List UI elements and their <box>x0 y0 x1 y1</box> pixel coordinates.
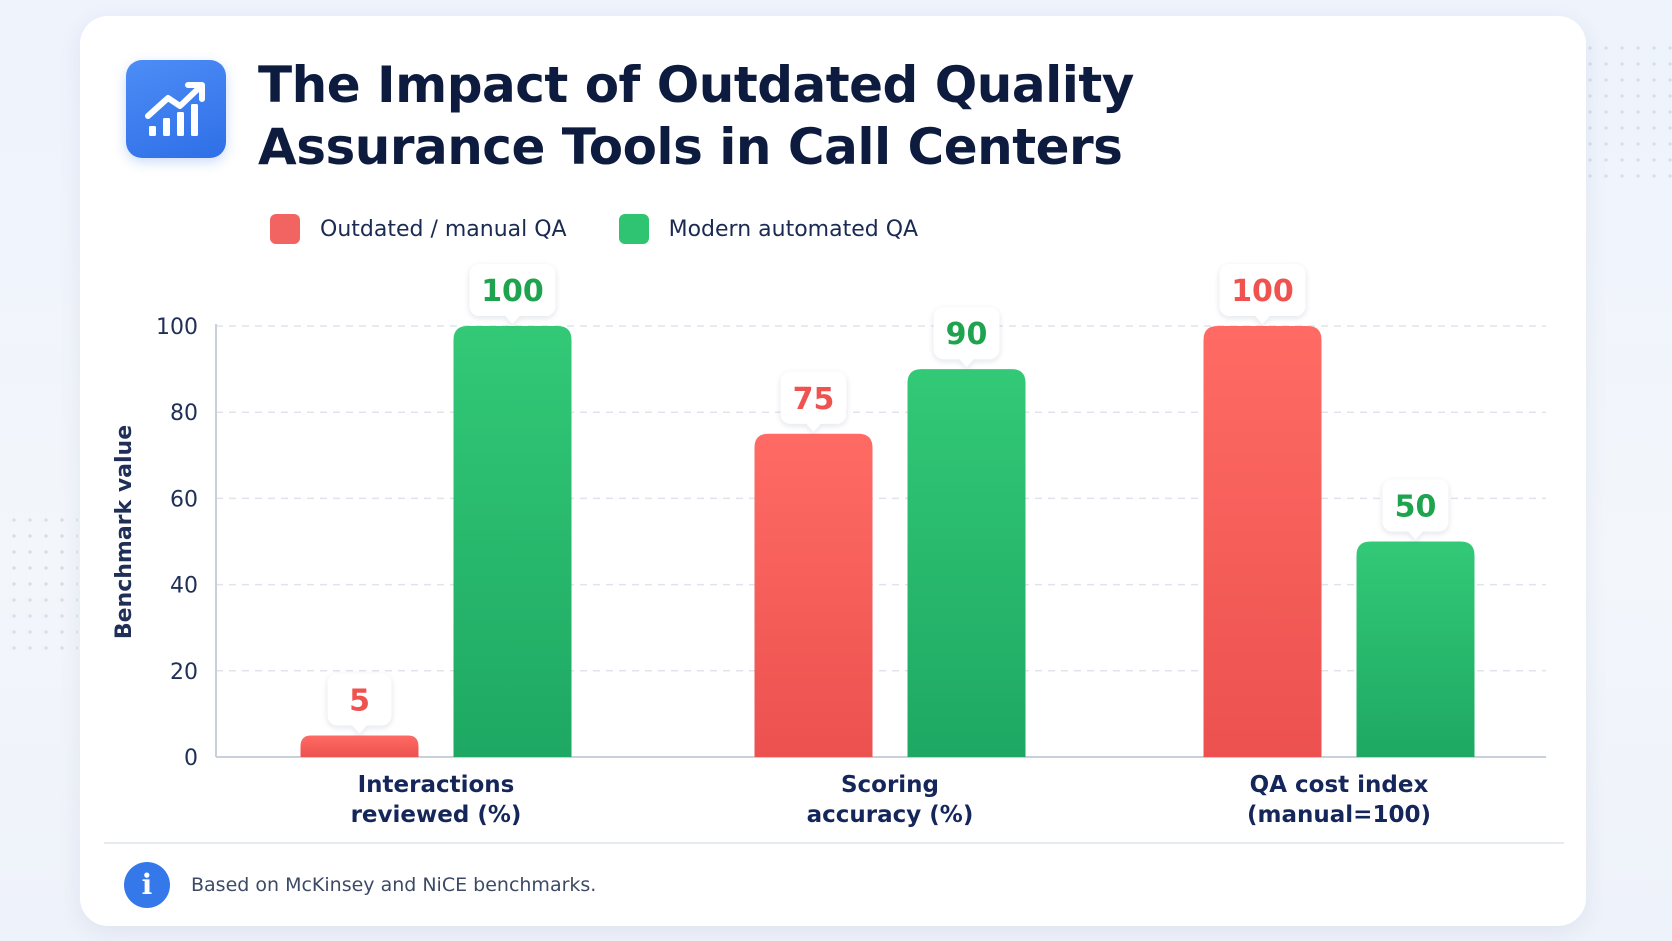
y-tick-label: 40 <box>170 574 198 599</box>
chart-legend: Outdated / manual QA Modern automated QA <box>270 214 970 244</box>
bar-modern <box>453 326 572 757</box>
data-label-callout <box>327 673 392 734</box>
decorative-dots-top-right <box>1582 40 1672 190</box>
decorative-dots-left <box>6 512 78 662</box>
bar-outdated <box>754 433 873 757</box>
legend-label-outdated: Outdated / manual QA <box>320 216 567 242</box>
x-category-label: QA cost index <box>1250 772 1429 798</box>
source-footnote: Based on McKinsey and NiCE benchmarks. <box>191 874 597 896</box>
data-label-callout <box>933 307 1000 368</box>
data-label-pointer <box>958 358 975 368</box>
data-label-pointer <box>805 422 822 432</box>
legend-item-modern: Modern automated QA <box>618 214 919 244</box>
x-category-label: Interactions <box>358 772 515 798</box>
data-label-bg <box>1219 264 1306 316</box>
x-category-label: (manual=100) <box>1247 802 1431 828</box>
chart-title: The Impact of Outdated Quality Assurance… <box>258 54 1134 178</box>
x-category-label: accuracy (%) <box>807 802 974 828</box>
data-label-pointer <box>504 315 521 324</box>
data-label-bg <box>1382 479 1449 532</box>
data-label: 100 <box>1231 274 1294 309</box>
y-tick-label: 20 <box>170 660 198 685</box>
data-label-bg <box>469 264 556 316</box>
chart-card: The Impact of Outdated Quality Assurance… <box>80 16 1586 926</box>
chart-title-line-2: Assurance Tools in Call Centers <box>258 118 1123 176</box>
chart-title-line-1: The Impact of Outdated Quality <box>258 56 1134 114</box>
data-label-callout <box>469 264 556 324</box>
bar-outdated <box>1203 326 1322 757</box>
y-axis-title: Benchmark value <box>112 425 137 639</box>
bar-modern <box>907 369 1026 757</box>
data-label-callout <box>1382 479 1449 540</box>
data-label-callout <box>1219 264 1306 324</box>
data-label: 5 <box>349 683 370 718</box>
bar-chart-trend-up-icon <box>126 60 226 158</box>
data-label: 100 <box>481 274 544 309</box>
x-category-label: reviewed (%) <box>351 802 522 828</box>
y-tick-label: 80 <box>170 401 198 426</box>
data-label: 75 <box>793 382 835 417</box>
y-tick-label: 60 <box>170 487 198 512</box>
legend-item-outdated: Outdated / manual QA <box>270 214 567 244</box>
legend-swatch-outdated <box>270 214 300 244</box>
data-label-callout <box>780 371 847 432</box>
footer-divider <box>104 842 1564 844</box>
data-label-pointer <box>1254 315 1271 324</box>
info-icon: i <box>124 862 170 908</box>
data-label-pointer <box>1407 530 1424 540</box>
legend-swatch-modern <box>618 214 649 244</box>
bar-modern <box>1356 541 1475 757</box>
data-label-bg <box>780 371 847 424</box>
legend-label-modern: Modern automated QA <box>668 216 919 242</box>
data-label: 90 <box>946 317 988 352</box>
data-label-bg <box>327 673 392 726</box>
data-label-bg <box>933 307 1000 360</box>
x-category-label: Scoring <box>841 772 939 798</box>
y-tick-label: 100 <box>156 315 198 340</box>
data-label: 50 <box>1395 490 1437 525</box>
data-label-pointer <box>351 724 368 734</box>
y-tick-label: 0 <box>184 746 198 771</box>
bar-outdated <box>300 735 419 757</box>
